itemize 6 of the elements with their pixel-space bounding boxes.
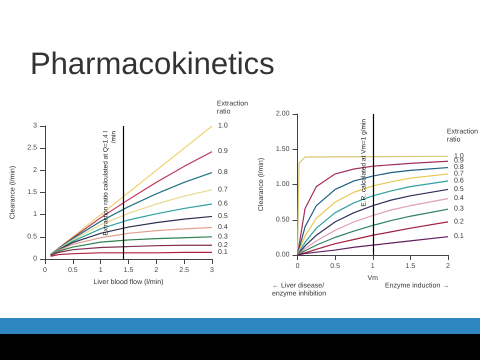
line-series	[50, 189, 213, 256]
chart-title: Pharmacokinetics	[30, 46, 275, 82]
line-series	[50, 244, 213, 256]
line-series	[50, 151, 213, 256]
line-series	[50, 203, 213, 256]
line-series	[50, 236, 213, 256]
